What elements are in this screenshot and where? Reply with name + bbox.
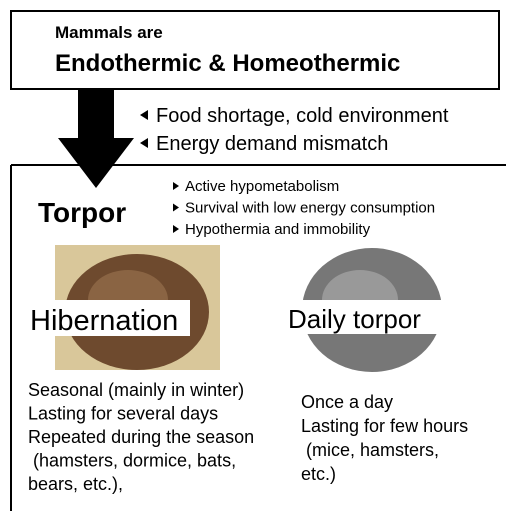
- feature: Active hypometabolism: [185, 178, 339, 195]
- bullet: [173, 225, 179, 233]
- daily-torpor-details: Once a day Lasting for few hours (mice, h…: [301, 392, 468, 484]
- diagram: Mammals are Endothermic & Homeothermic F…: [0, 0, 506, 511]
- bullet: [140, 138, 148, 148]
- feature: Survival with low energy consumption: [185, 200, 435, 217]
- detail: (mice, hamsters,: [301, 440, 439, 460]
- detail: (hamsters, dormice, bats,: [28, 451, 236, 471]
- torpor-features: Active hypometabolism Survival with low e…: [173, 178, 435, 238]
- detail: Lasting for few hours: [301, 416, 468, 436]
- bullet: [173, 182, 179, 190]
- bullet: [173, 204, 179, 212]
- triggers: Food shortage, cold environment Energy de…: [140, 105, 449, 155]
- hibernation-details: Seasonal (mainly in winter) Lasting for s…: [28, 380, 254, 494]
- down-arrow: [58, 90, 134, 188]
- header-line2: Endothermic & Homeothermic: [55, 50, 400, 77]
- detail: bears, etc.),: [28, 474, 123, 494]
- trigger: Food shortage, cold environment: [156, 105, 449, 127]
- trigger: Energy demand mismatch: [156, 133, 388, 155]
- detail: Seasonal (mainly in winter): [28, 380, 244, 400]
- torpor-title: Torpor: [38, 197, 126, 228]
- feature: Hypothermia and immobility: [185, 221, 371, 238]
- detail: Lasting for several days: [28, 404, 218, 424]
- detail: Once a day: [301, 392, 393, 412]
- hibernation-label: Hibernation: [30, 305, 178, 337]
- daily-torpor-label: Daily torpor: [288, 304, 421, 334]
- detail: etc.): [301, 464, 336, 484]
- header-line1: Mammals are: [55, 23, 163, 42]
- detail: Repeated during the season: [28, 427, 254, 447]
- bullet: [140, 110, 148, 120]
